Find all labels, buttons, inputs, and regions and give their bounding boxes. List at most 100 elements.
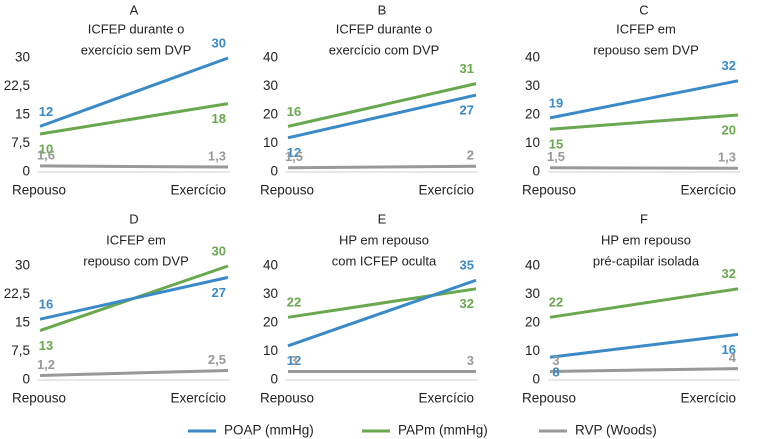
- series-line-poap: [39, 275, 229, 321]
- panel-c: C ICFEP em repouso sem DVP 0 10 20 30 40 Repouso…: [522, 2, 740, 198]
- data-label-rvp: 1,2: [37, 357, 55, 372]
- x-category-label: Exercício: [170, 183, 226, 198]
- x-category-label: Repouso: [12, 391, 66, 406]
- series-line-papm: [287, 82, 477, 128]
- series-line-poap: [549, 332, 739, 359]
- y-tick-label: 7,5: [11, 135, 30, 150]
- x-category-label: Exercício: [418, 183, 474, 198]
- panel-title-line: HP em repouso: [339, 232, 429, 247]
- y-tick-label: 15: [15, 107, 30, 122]
- panel-title-line: com ICFEP oculta: [332, 253, 437, 268]
- series-line-poap: [39, 56, 229, 128]
- y-tick-label: 20: [525, 107, 540, 122]
- data-label-rvp: 1,6: [37, 147, 55, 162]
- data-label-poap: 27: [212, 285, 226, 300]
- series-line-poap: [549, 79, 739, 120]
- panel-title-line: repouso com DVP: [83, 253, 189, 268]
- x-category-label: Repouso: [260, 183, 314, 198]
- data-label-rvp: 1,5: [547, 149, 565, 164]
- panel-title-line: exercício sem DVP: [81, 42, 192, 57]
- y-tick-label: 22,5: [4, 78, 30, 93]
- x-category-label: Exercício: [680, 183, 736, 198]
- data-label-poap: 19: [549, 95, 563, 110]
- y-tick-label: 0: [22, 164, 30, 179]
- y-tick-label: 30: [263, 286, 278, 301]
- x-category-label: Repouso: [522, 391, 576, 406]
- y-tick-label: 40: [263, 258, 278, 273]
- y-tick-label: 10: [525, 343, 540, 358]
- y-tick-label: 30: [15, 50, 30, 65]
- y-tick-label: 20: [525, 315, 540, 330]
- y-tick-label: 0: [532, 164, 540, 179]
- x-category-label: Repouso: [260, 391, 314, 406]
- y-tick-label: 10: [263, 343, 278, 358]
- y-tick-label: 0: [532, 372, 540, 387]
- x-category-label: Exercício: [170, 391, 226, 406]
- x-category-label: Repouso: [12, 183, 66, 198]
- data-label-papm: 20: [722, 122, 736, 137]
- series-line-rvp: [549, 166, 739, 170]
- data-label-papm: 22: [549, 295, 563, 310]
- series-line-rvp: [287, 164, 477, 170]
- data-label-poap: 12: [287, 145, 301, 160]
- series-line-poap: [287, 278, 477, 348]
- data-label-rvp: 4: [729, 350, 737, 365]
- data-label-papm: 31: [460, 61, 474, 76]
- panel-e: E HP em repouso com ICFEP oculta 0 10 20 30 40 R…: [260, 211, 478, 406]
- series-line-papm: [549, 113, 739, 131]
- data-label-rvp: 3: [290, 353, 297, 368]
- panel-a: A ICFEP durante o exercício sem DVP 0 7,5 15 2…: [4, 2, 230, 198]
- y-tick-label: 40: [525, 50, 540, 65]
- series-line-poap: [287, 93, 477, 140]
- panel-title-line: HP em repouso: [601, 232, 691, 247]
- y-tick-label: 40: [263, 50, 278, 65]
- panel-title-line: ICFEP durante o: [88, 21, 185, 36]
- data-label-rvp: 2: [467, 148, 474, 163]
- data-label-papm: 32: [460, 296, 474, 311]
- data-label-poap: 8: [552, 365, 559, 380]
- data-label-rvp: 3: [467, 353, 474, 368]
- legend: POAP (mmHg) PAPm (mmHg) RVP (Woods): [188, 423, 657, 438]
- y-tick-label: 20: [263, 315, 278, 330]
- series-line-papm: [549, 287, 739, 319]
- data-label-poap: 12: [39, 104, 53, 119]
- series-line-papm: [287, 287, 477, 319]
- panel-letter: B: [378, 2, 387, 17]
- panel-f: F HP em repouso pré-capilar isolada 0 10 20 30…: [522, 211, 740, 406]
- panel-title-line: exercício com DVP: [329, 42, 440, 57]
- legend-label: RVP (Woods): [575, 423, 657, 438]
- y-tick-label: 15: [15, 315, 30, 330]
- y-tick-label: 40: [525, 258, 540, 273]
- data-label-poap: 16: [39, 297, 53, 312]
- panel-letter: F: [640, 211, 648, 226]
- series-line-rvp: [39, 369, 229, 377]
- data-label-rvp: 2,5: [208, 352, 226, 367]
- y-tick-label: 30: [525, 78, 540, 93]
- y-tick-label: 30: [15, 258, 30, 273]
- panel-letter: C: [639, 2, 648, 17]
- legend-label: POAP (mmHg): [224, 423, 314, 438]
- panel-title-line: ICFEP em: [616, 21, 676, 36]
- series-line-rvp: [39, 164, 229, 169]
- data-label-rvp: 1,3: [208, 148, 226, 163]
- y-tick-label: 30: [263, 78, 278, 93]
- y-tick-label: 30: [525, 286, 540, 301]
- y-tick-label: 22,5: [4, 286, 30, 301]
- panel-b: B ICFEP durante o exercício com DVP 0 10 20 30…: [260, 2, 478, 198]
- y-tick-label: 10: [525, 135, 540, 150]
- data-label-poap: 27: [460, 102, 474, 117]
- y-tick-label: 10: [263, 135, 278, 150]
- panel-title-line: pré-capilar isolada: [593, 253, 700, 268]
- panel-d: D ICFEP em repouso com DVP 0 7,5 15 22,5 30 Repo…: [4, 211, 230, 406]
- data-label-papm: 30: [212, 243, 226, 258]
- y-tick-label: 0: [22, 372, 30, 387]
- x-category-label: Exercício: [418, 391, 474, 406]
- data-label-rvp: 1,3: [718, 150, 736, 165]
- data-label-poap: 32: [722, 58, 736, 73]
- y-tick-label: 7,5: [11, 343, 30, 358]
- legend-label: PAPm (mmHg): [398, 423, 488, 438]
- data-label-poap: 35: [460, 258, 474, 273]
- panel-title-line: repouso sem DVP: [593, 42, 699, 57]
- panel-title-line: ICFEP durante o: [336, 21, 433, 36]
